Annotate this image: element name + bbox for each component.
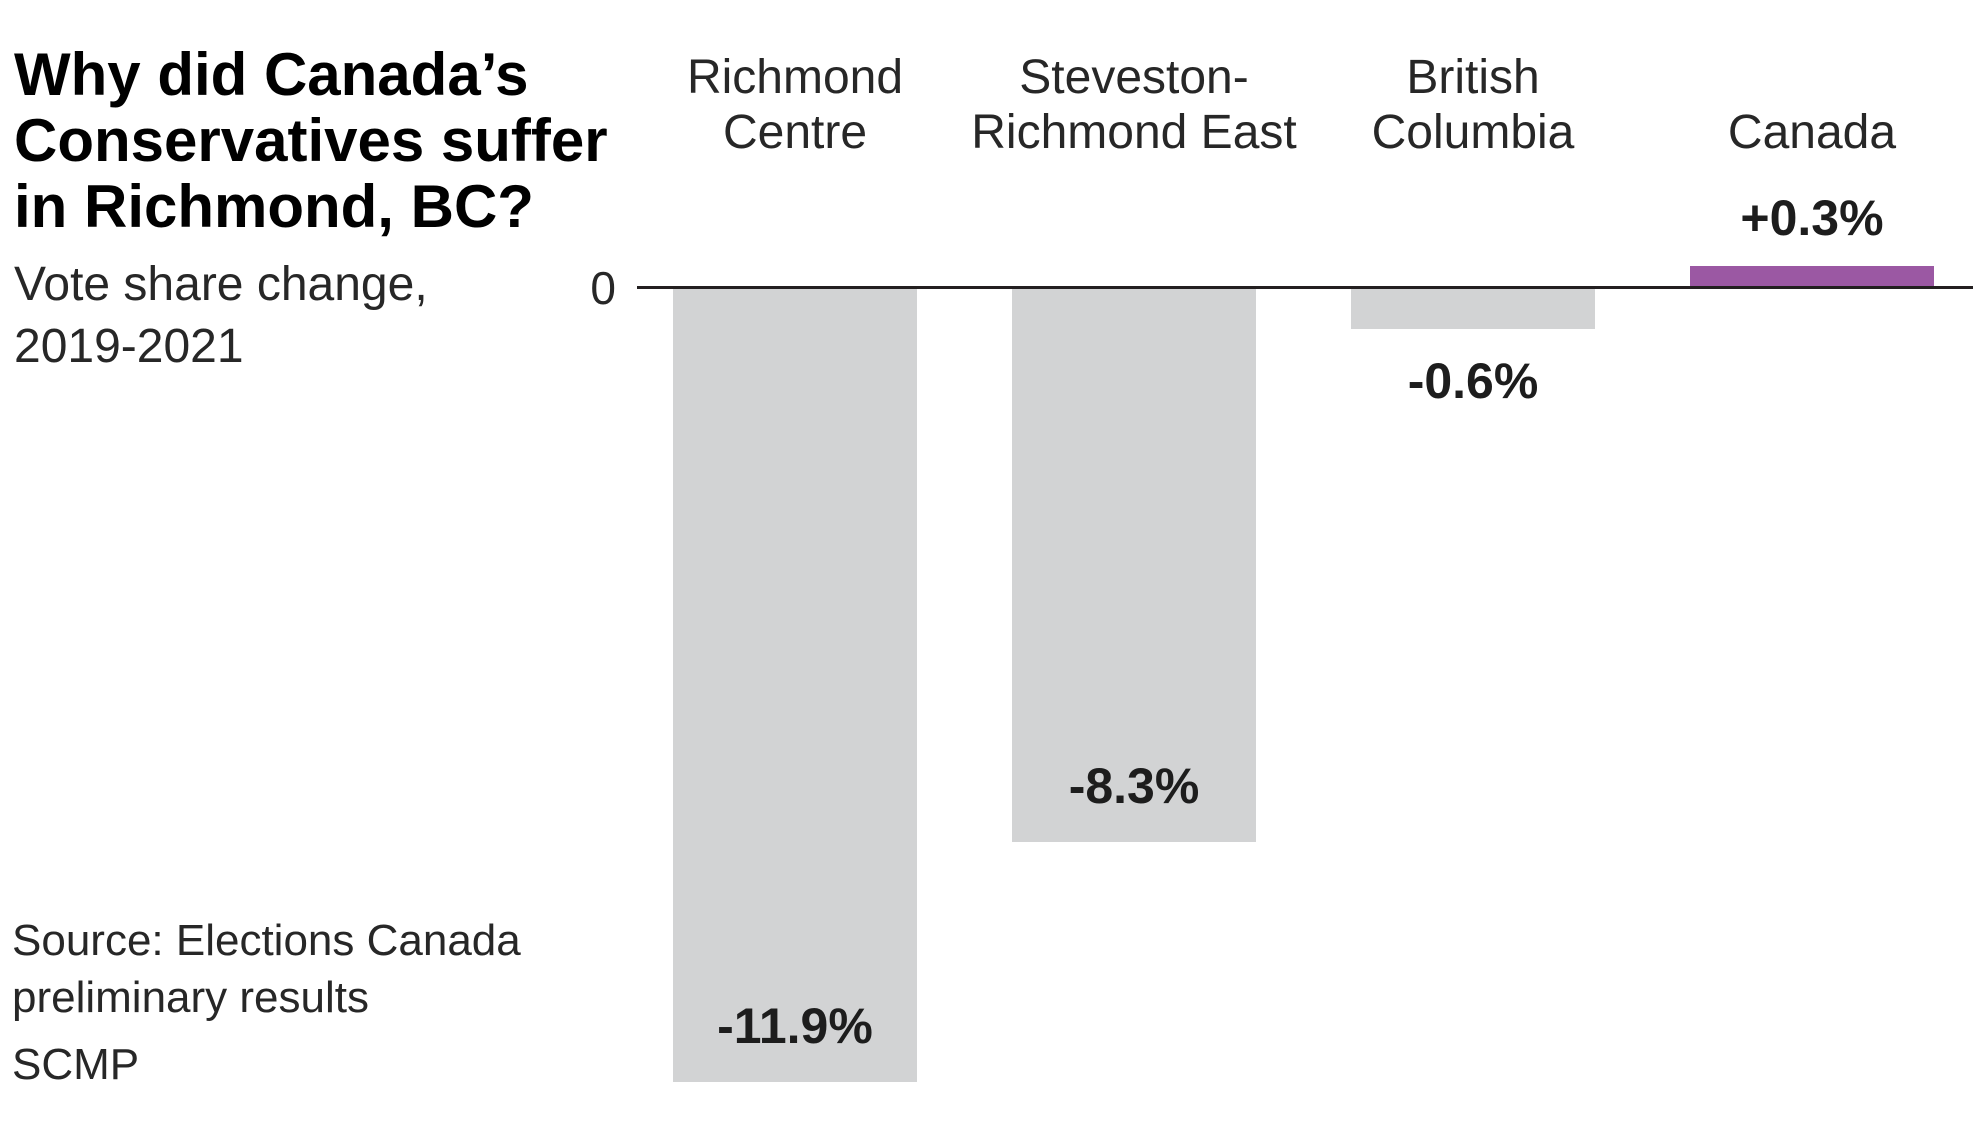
category-label-canada: Canada	[1612, 105, 1986, 160]
category-label-line: Columbia	[1371, 106, 1575, 159]
category-label-line: Centre	[722, 106, 868, 159]
category-label-line: Canada	[1727, 106, 1897, 159]
category-label-british-columbia: British Columbia	[1273, 50, 1673, 160]
value-label-british-columbia: -0.6%	[1407, 353, 1539, 409]
value-label-steveston-richmond-east: -8.3%	[1068, 758, 1200, 814]
category-label-line: British	[1406, 51, 1540, 104]
category-label-richmond-centre: Richmond Centre	[595, 50, 995, 160]
chart-title: Why did Canada’s Conservatives suffer in…	[14, 41, 608, 240]
bar-steveston-richmond-east	[1012, 289, 1256, 842]
bar-richmond-centre	[673, 289, 917, 1082]
category-label-steveston-richmond-east: Steveston- Richmond East	[934, 50, 1334, 160]
value-label-richmond-centre: -11.9%	[717, 998, 873, 1054]
axis-zero-label: 0	[590, 262, 616, 314]
category-label-line: Steveston-	[1019, 51, 1249, 104]
source-note: Source: Elections Canada preliminary res…	[12, 916, 521, 1022]
category-label-line: Richmond East	[971, 106, 1297, 159]
chart-subtitle: Vote share change, 2019-2021	[14, 258, 428, 373]
bar-british-columbia	[1351, 289, 1595, 329]
value-label-canada: +0.3%	[1740, 190, 1884, 246]
bar-canada	[1690, 266, 1934, 286]
zero-axis-line	[637, 286, 1973, 289]
category-label-line: Richmond	[686, 51, 904, 104]
brand-label: SCMP	[12, 1040, 140, 1089]
